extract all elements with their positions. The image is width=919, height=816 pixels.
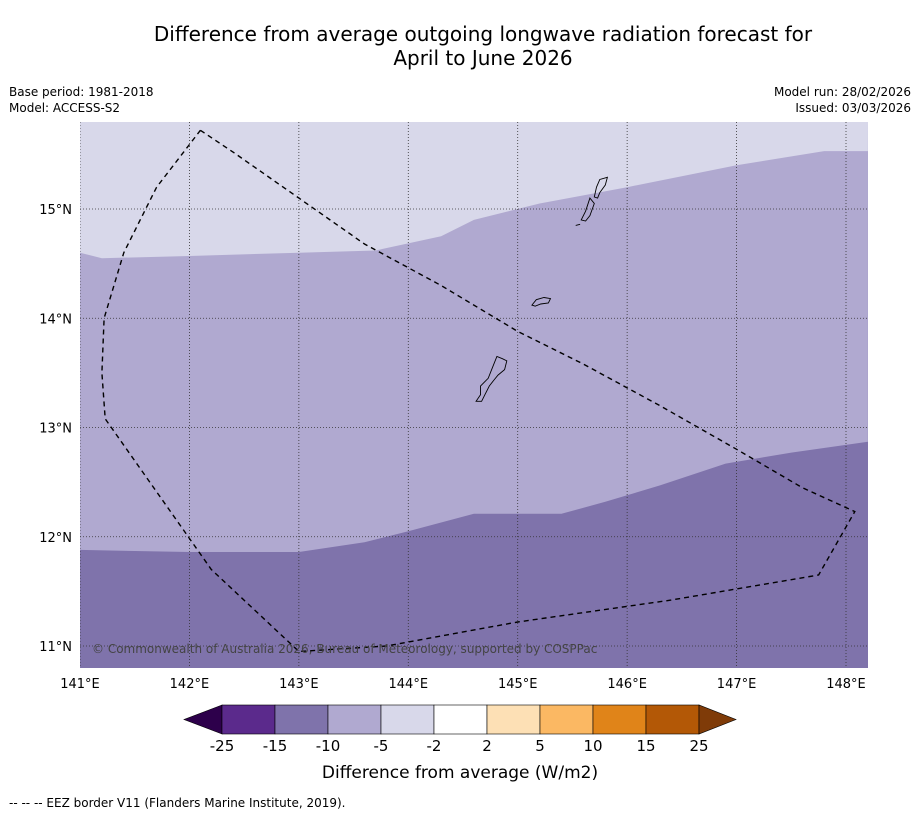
model-text: Model: ACCESS-S2: [9, 101, 121, 115]
latitude-tick-label: 11°N: [39, 640, 72, 655]
issued-text: Issued: 03/03/2026: [795, 101, 911, 115]
map-figure: © Commonwealth of Australia 2026, Bureau…: [39, 122, 868, 783]
info-right: Model run: 28/02/2026 Issued: 03/03/2026: [774, 84, 911, 116]
island-rota: [531, 297, 552, 307]
colorbar-extend-low: [183, 704, 223, 735]
colorbar-tick-label: 2: [482, 737, 492, 755]
title-line-2: April to June 2026: [393, 46, 573, 70]
longitude-ticks: 141°E 142°E 143°E 144°E 145°E 146°E 147°E 148°E: [60, 677, 866, 692]
island-saipan: [593, 176, 609, 199]
eez-note: -- -- -- EEZ border V11 (Flanders Marine…: [9, 796, 346, 810]
latitude-tick-label: 12°N: [39, 531, 72, 546]
colorbar-bin: [327, 704, 382, 735]
longitude-tick-label: 145°E: [498, 677, 538, 692]
colorbar-tick-label: -2: [427, 737, 442, 755]
latitude-tick-label: 14°N: [39, 312, 72, 327]
title-line-1: Difference from average outgoing longwav…: [153, 22, 813, 46]
map-coastlines: [475, 176, 609, 402]
longitude-tick-label: 147°E: [717, 677, 757, 692]
longitude-tick-label: 144°E: [389, 677, 429, 692]
latitude-tick-label: 15°N: [39, 203, 72, 218]
model-run-text: Model run: 28/02/2026: [773, 85, 911, 99]
island-aguijan: [575, 223, 581, 226]
colorbar-tick-label: 25: [689, 737, 708, 755]
colorbar-bin: [221, 704, 276, 735]
colorbar-bin: [539, 704, 594, 735]
colorbar-bin: [592, 704, 647, 735]
colorbar-extend-high: [698, 704, 737, 735]
chart-title: Difference from average outgoing longwav…: [0, 22, 919, 70]
map-graticule: [80, 122, 868, 668]
longitude-tick-label: 146°E: [607, 677, 647, 692]
colorbar-tick-label: 5: [535, 737, 545, 755]
colorbar-bin: [274, 704, 329, 735]
latitude-ticks: 11°N 12°N 13°N 14°N 15°N: [39, 203, 72, 655]
colorbar-bin: [486, 704, 541, 735]
eez-border-line: [101, 129, 856, 653]
latitude-tick-label: 13°N: [39, 422, 72, 437]
colorbar-tick-label: 15: [636, 737, 655, 755]
info-left: Base period: 1981-2018 Model: ACCESS-S2: [9, 84, 154, 116]
island-tinian: [580, 197, 595, 222]
colorbar-title: Difference from average (W/m2): [322, 763, 598, 783]
colorbar-tick-label: -15: [263, 737, 288, 755]
colorbar-tick-label: -10: [316, 737, 341, 755]
longitude-tick-label: 141°E: [60, 677, 100, 692]
copyright-text: © Commonwealth of Australia 2026, Bureau…: [92, 642, 597, 656]
colorbar-tick-label: -25: [210, 737, 235, 755]
colorbar-tick-label: 10: [583, 737, 602, 755]
longitude-tick-label: 143°E: [279, 677, 319, 692]
colorbar-bin: [645, 704, 700, 735]
island-guam: [475, 355, 508, 402]
longitude-tick-label: 148°E: [826, 677, 866, 692]
zone-upper: [80, 122, 868, 259]
map-eez-border: [101, 129, 856, 653]
base-period-text: Base period: 1981-2018: [9, 85, 154, 99]
colorbar-bin: [380, 704, 435, 735]
colorbar-tick-label: -5: [374, 737, 389, 755]
longitude-tick-label: 142°E: [170, 677, 210, 692]
colorbar-legend: -25 -15 -10 -5 -2 2 5 10 15 25: [183, 704, 737, 755]
colorbar-bin: [433, 704, 488, 735]
